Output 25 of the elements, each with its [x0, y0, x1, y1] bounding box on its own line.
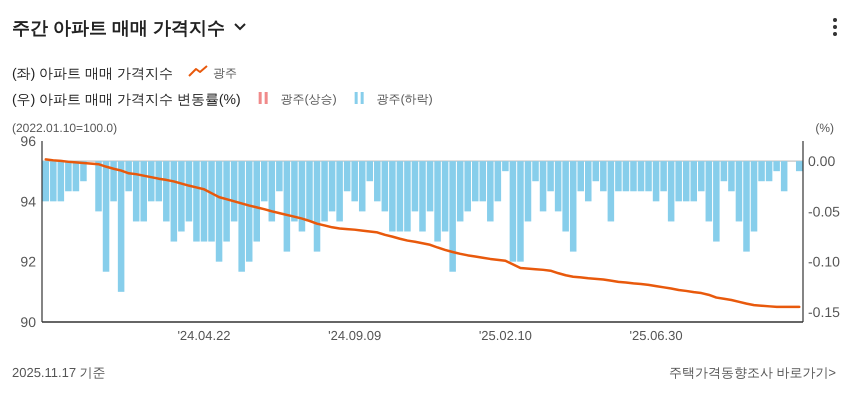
y2-tick-label: -0.15: [808, 304, 840, 320]
y-axis-title: (2022.01.10=100.0): [12, 121, 118, 135]
x-tick-label: '25.02.10: [478, 328, 532, 343]
legend-광주(하락): 광주(하락): [354, 92, 433, 106]
legend-광주(상승): 광주(상승): [258, 92, 337, 106]
y2-tick-label: 0.00: [808, 153, 836, 170]
y-tick-label: 92: [20, 254, 36, 270]
y-tick-label: 94: [20, 193, 36, 210]
y-tick-label: 96: [20, 133, 36, 149]
y2-tick-label: -0.05: [808, 203, 840, 220]
text: (좌) 아파트 매매 가격지수: [12, 65, 173, 81]
y-tick-label: 90: [20, 314, 36, 330]
legend-광주: 광주: [188, 65, 237, 80]
text: (우) 아파트 매매 가격지수 변동률(%): [12, 91, 241, 107]
x-tick-label: '24.09.09: [328, 328, 382, 343]
x-tick-label: '24.04.22: [177, 328, 231, 343]
text: 주택가격동향조사 바로가기>: [668, 365, 836, 380]
legend-label: 광주(하락): [376, 92, 433, 106]
legend-label: 광주(상승): [280, 92, 337, 106]
x-tick-label: '25.06.30: [630, 328, 683, 343]
y2-axis-title: (%): [815, 121, 834, 135]
chart-title: 주간 아파트 매매 가격지수: [12, 18, 226, 38]
legend-label: 광주: [213, 66, 237, 80]
y2-tick-label: -0.10: [808, 254, 840, 270]
text: 2025.11.17 기준: [12, 365, 106, 380]
